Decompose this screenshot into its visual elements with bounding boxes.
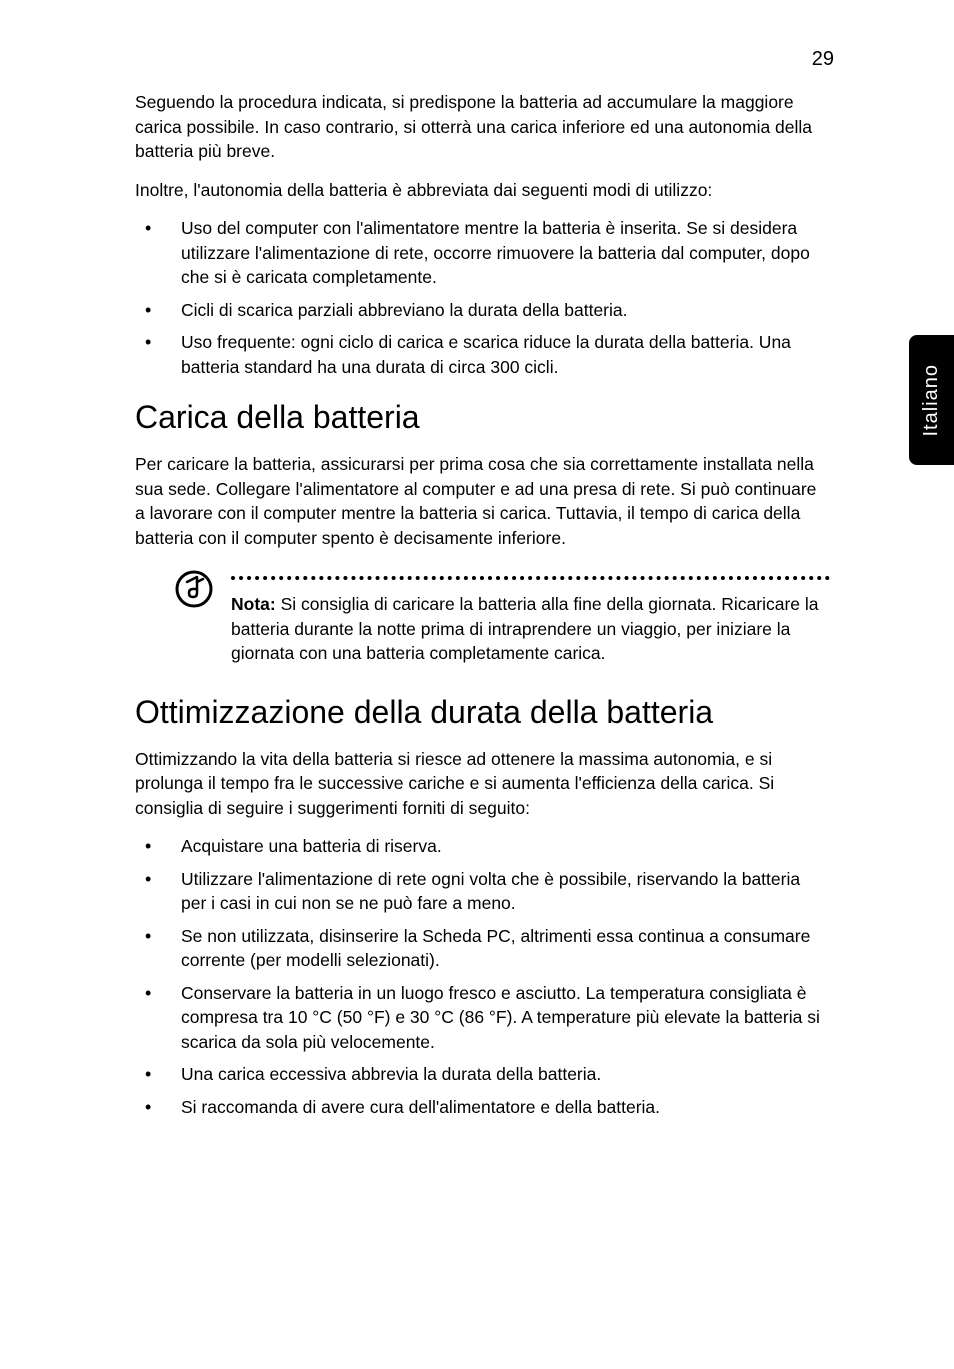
note-text: Nota: Si consiglia di caricare la batter… [231,592,830,666]
list-item: Uso del computer con l'alimentatore ment… [135,216,830,290]
section2-bullet-list: Acquistare una batteria di riserva. Util… [135,834,830,1119]
language-tab: Italiano [909,335,954,465]
note-content: Si consiglia di caricare la batteria all… [231,594,819,663]
page-number: 29 [812,48,834,71]
list-item: Acquistare una batteria di riserva. [135,834,830,859]
page-content: Seguendo la procedura indicata, si predi… [135,90,830,1139]
section1-paragraph: Per caricare la batteria, assicurarsi pe… [135,452,830,550]
intro-paragraph-1: Seguendo la procedura indicata, si predi… [135,90,830,164]
note-body: Nota: Si consiglia di caricare la batter… [231,568,830,666]
list-item: Uso frequente: ogni ciclo di carica e sc… [135,330,830,379]
intro-bullet-list: Uso del computer con l'alimentatore ment… [135,216,830,379]
list-item: Si raccomanda di avere cura dell'aliment… [135,1095,830,1120]
note-divider [231,576,830,580]
note-icon [175,570,213,613]
section-heading-charging: Carica della batteria [135,399,830,436]
list-item: Conservare la batteria in un luogo fresc… [135,981,830,1055]
list-item: Cicli di scarica parziali abbreviano la … [135,298,830,323]
note-block: Nota: Si consiglia di caricare la batter… [135,568,830,666]
language-tab-label: Italiano [920,364,943,437]
intro-paragraph-2: Inoltre, l'autonomia della batteria è ab… [135,178,830,203]
list-item: Utilizzare l'alimentazione di rete ogni … [135,867,830,916]
note-label: Nota: [231,594,276,614]
section2-paragraph: Ottimizzando la vita della batteria si r… [135,747,830,821]
list-item: Una carica eccessiva abbrevia la durata … [135,1062,830,1087]
section-heading-optimization: Ottimizzazione della durata della batter… [135,694,830,731]
list-item: Se non utilizzata, disinserire la Scheda… [135,924,830,973]
